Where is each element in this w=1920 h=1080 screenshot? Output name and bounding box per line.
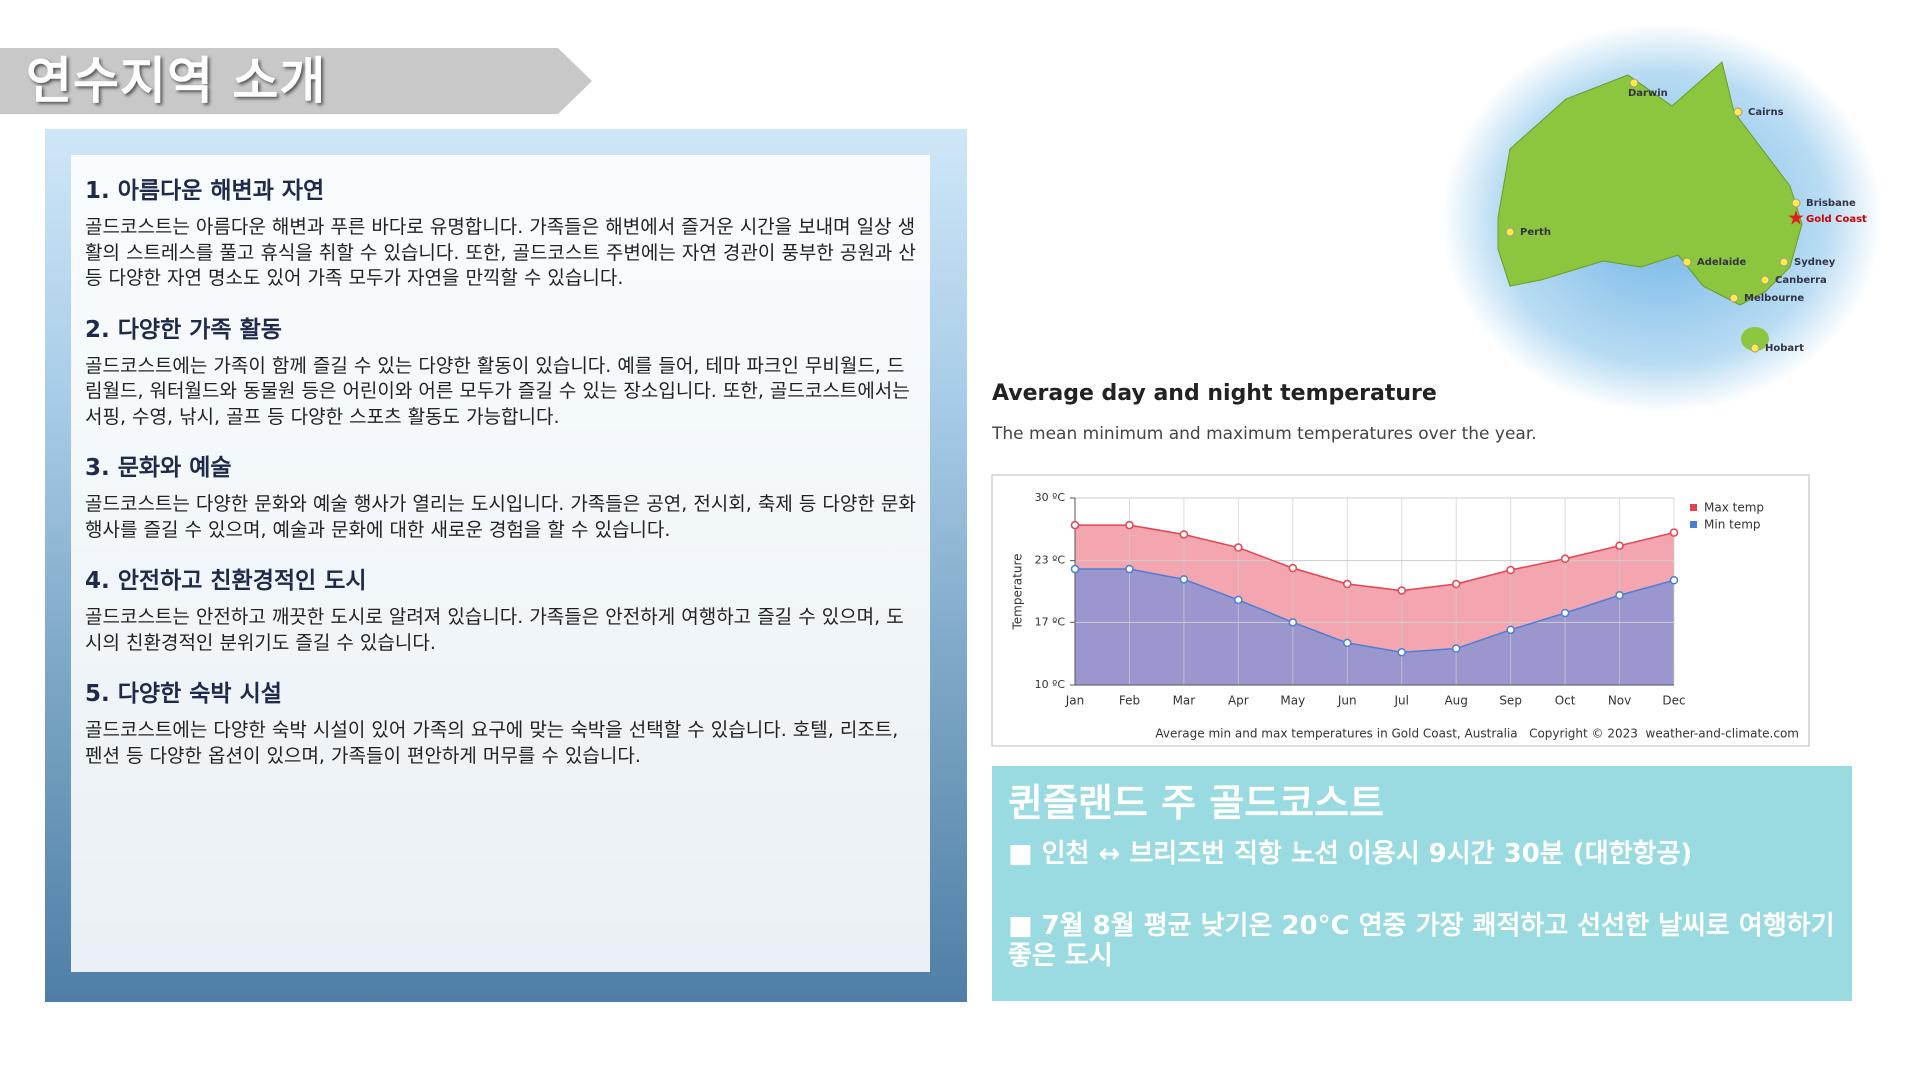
map-dot — [1729, 293, 1739, 303]
line — [1075, 524, 1675, 592]
point — [1234, 595, 1243, 605]
legend-swatch — [1690, 504, 1697, 511]
point — [1669, 576, 1679, 585]
point — [1560, 554, 1570, 564]
x-tick-label: Jun — [1337, 694, 1357, 708]
y-tick-label: 23 ºC — [1035, 554, 1066, 567]
section-heading: 2. 다양한 가족 활동 — [85, 316, 282, 343]
map-city-label: Hobart — [1765, 343, 1804, 354]
chart-subtitle: The mean minimum and maximum temperature… — [991, 424, 1537, 444]
map-dot — [1629, 78, 1639, 88]
section-body: 골드코스트는 안전하고 깨끗한 도시로 알려져 있습니다. 가족들은 안전하게 … — [85, 606, 904, 654]
point — [1070, 520, 1080, 530]
section-body: 골드코스트에는 가족이 함께 즐길 수 있는 다양한 활동이 있습니다. 예를 … — [85, 354, 910, 428]
legend-label: Max temp — [1704, 501, 1764, 515]
map-sea — [1442, 23, 1882, 413]
point — [1451, 644, 1461, 653]
x-tick-label: Nov — [1608, 694, 1631, 708]
info-item: ■ 인천 ↔ 브리즈번 직항 노선 이용시 9시간 30분 (대한항공) — [1008, 839, 1693, 869]
point — [1560, 608, 1570, 618]
point — [1343, 579, 1352, 589]
y-tick-label: 10 ºC — [1035, 678, 1066, 691]
chart-frame — [991, 474, 1810, 747]
point — [1615, 590, 1624, 600]
legend-swatch — [1690, 521, 1697, 528]
x-tick-label: Jan — [1065, 694, 1085, 708]
y-tick-label: 17 ºC — [1035, 615, 1066, 628]
point — [1179, 575, 1189, 584]
point — [1397, 586, 1406, 595]
map-dot — [1750, 343, 1760, 353]
section-body: 골드코스트에는 다양한 숙박 시설이 있어 가족의 요구에 맞는 숙박을 선택할… — [85, 719, 899, 767]
info-title: 퀸즐랜드 주 골드코스트 — [1008, 781, 1385, 825]
point — [1288, 618, 1298, 627]
section-body: 골드코스트는 아름다운 해변과 푸른 바다로 유명합니다. 가족들은 해변에서 … — [85, 216, 916, 289]
info-box: 퀸즐랜드 주 골드코스트 ■ 인천 ↔ 브리즈번 직항 노선 이용시 9시간 3… — [992, 766, 1852, 1001]
point — [1179, 530, 1189, 539]
area — [1075, 569, 1674, 685]
point — [1451, 579, 1461, 589]
point — [1506, 625, 1515, 635]
point — [1125, 520, 1134, 530]
section-heading: 3. 문화와 예술 — [85, 455, 232, 481]
map-city-label: Cairns — [1748, 107, 1784, 118]
point — [1615, 541, 1624, 550]
x-tick-label: Aug — [1444, 694, 1467, 708]
map-dot — [1791, 198, 1801, 208]
point — [1288, 563, 1298, 573]
x-tick-label: Oct — [1555, 694, 1576, 708]
point — [1506, 565, 1515, 575]
section-heading: 5. 다양한 숙박 시설 — [85, 681, 282, 707]
map-dot — [1505, 227, 1515, 237]
section-heading: 1. 아름다운 해변과 자연 — [85, 178, 325, 204]
map-city-label: Brisbane — [1806, 198, 1856, 209]
map-dot — [1760, 275, 1770, 285]
map-tasmania — [1741, 327, 1769, 351]
y-tick-label: 30 ºC — [1035, 491, 1066, 504]
chart-title: Average day and night temperature — [992, 381, 1437, 406]
line — [1075, 568, 1675, 654]
area — [1075, 525, 1674, 685]
x-tick-label: Feb — [1119, 694, 1140, 708]
map-dot — [1779, 257, 1789, 267]
map-city-label: Melbourne — [1744, 293, 1804, 304]
map-dot — [1733, 107, 1743, 117]
section-body: 골드코스트는 다양한 문화와 예술 행사가 열리는 도시입니다. 가족들은 공연… — [85, 493, 916, 541]
chart-footer: Average min and max temperatures in Gold… — [1155, 727, 1799, 741]
section-heading: 4. 안전하고 친환경적인 도시 — [85, 568, 367, 594]
map-city-label: Darwin — [1628, 88, 1668, 99]
map-city-label: Adelaide — [1697, 257, 1746, 268]
page-title: 연수지역 소개 — [26, 52, 327, 110]
banner — [0, 48, 592, 114]
point — [1343, 638, 1352, 648]
y-axis-label: Temperature — [1011, 553, 1025, 630]
legend-label: Min temp — [1704, 518, 1761, 532]
map-city-label: Sydney — [1794, 257, 1836, 268]
x-tick-label: Mar — [1173, 694, 1196, 708]
map-city-label: Gold Coast — [1806, 214, 1867, 225]
map-australia — [1497, 61, 1803, 306]
x-tick-label: Dec — [1662, 694, 1685, 708]
info-item: ■ 7월 8월 평균 낮기온 20°C 연중 가장 쾌적하고 선선한 날씨로 여… — [1008, 911, 1835, 971]
banner-shape — [0, 48, 592, 114]
point — [1125, 564, 1134, 574]
point — [1070, 564, 1080, 574]
map-dot — [1682, 257, 1692, 267]
x-tick-label: Apr — [1228, 694, 1249, 708]
map-city-label: Perth — [1520, 227, 1551, 238]
map-city-label: Canberra — [1775, 275, 1827, 286]
point — [1234, 543, 1243, 552]
point — [1669, 528, 1679, 537]
x-tick-label: May — [1280, 694, 1305, 708]
x-tick-label: Jul — [1393, 694, 1408, 708]
map-star: ★ — [1787, 206, 1805, 230]
point — [1397, 648, 1406, 657]
x-tick-label: Sep — [1499, 694, 1522, 708]
